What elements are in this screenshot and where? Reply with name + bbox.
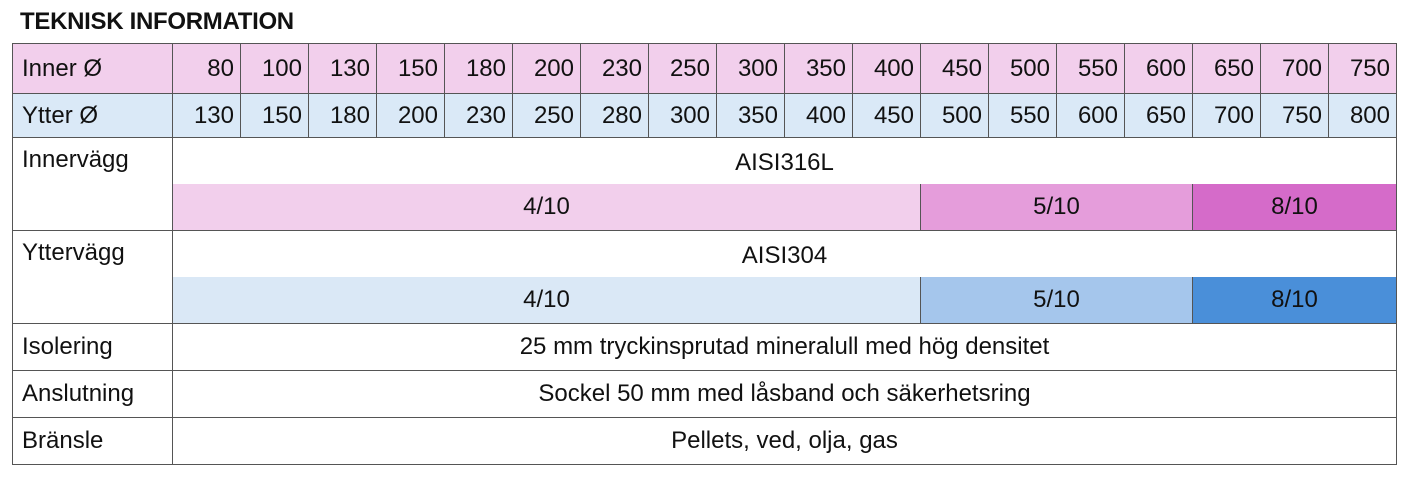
diameter-cell: 180 — [308, 93, 377, 138]
title: TEKNISK INFORMATION — [20, 8, 294, 35]
spec-row: Anslutning Sockel 50 mm med låsband och s… — [12, 370, 1397, 418]
diameter-cell: 150 — [376, 43, 445, 94]
diameter-cell: 750 — [1260, 93, 1329, 138]
diameter-cell: 500 — [988, 43, 1057, 94]
diameter-cell: 200 — [512, 43, 581, 94]
spec-table: Inner Ø 80 100 130 150 180 200 230 250 300 350 400 4… — [12, 43, 1397, 465]
diameter-cell: 280 — [580, 93, 649, 138]
thickness-cell: 5/10 — [920, 183, 1193, 231]
spec-value: Sockel 50 mm med låsband och säkerhetsri… — [172, 370, 1397, 418]
diameter-cell: 200 — [376, 93, 445, 138]
diameter-cell: 600 — [1124, 43, 1193, 94]
spec-row: Bränsle Pellets, ved, olja, gas — [12, 417, 1397, 465]
diameter-cell: 800 — [1328, 93, 1397, 138]
diameter-cell: 130 — [172, 93, 241, 138]
material-cell: AISI304 — [172, 230, 1397, 277]
diameter-cell: 450 — [920, 43, 989, 94]
diameter-cell: 700 — [1192, 93, 1261, 138]
diameter-cell: 650 — [1124, 93, 1193, 138]
row-label: Ytter Ø — [12, 93, 173, 138]
row-label: Anslutning — [12, 370, 173, 418]
thickness-cell: 4/10 — [172, 276, 921, 324]
thickness-cell: 5/10 — [920, 276, 1193, 324]
material-row: Yttervägg AISI304 — [12, 230, 1397, 324]
diameter-cell: 350 — [716, 93, 785, 138]
row-label: Innervägg — [12, 137, 173, 231]
diameter-cell: 250 — [512, 93, 581, 138]
row-label: Yttervägg — [12, 230, 173, 324]
thickness-cell: 8/10 — [1192, 183, 1397, 231]
thickness-row: 4/10 5/10 8/10 — [13, 276, 1397, 324]
spec-value: 25 mm tryckinsprutad mineralull med hög … — [172, 323, 1397, 371]
diameter-cell: 450 — [852, 93, 921, 138]
diameter-row: Inner Ø 80 100 130 150 180 200 230 250 300 350 400 4… — [12, 43, 1397, 94]
diameter-cell: 150 — [240, 93, 309, 138]
diameter-cell: 350 — [784, 43, 853, 94]
diameter-cell: 400 — [852, 43, 921, 94]
diameter-cell: 500 — [920, 93, 989, 138]
diameter-cell: 550 — [1056, 43, 1125, 94]
diameter-row: Ytter Ø 130 150 180 200 230 250 280 300 350 400 450… — [12, 93, 1397, 138]
row-label: Bränsle — [12, 417, 173, 465]
row-label: Isolering — [12, 323, 173, 371]
diameter-cell: 650 — [1192, 43, 1261, 94]
diameter-cell: 300 — [716, 43, 785, 94]
spec-value: Pellets, ved, olja, gas — [172, 417, 1397, 465]
thickness-row: 4/10 5/10 8/10 — [13, 183, 1397, 231]
diameter-cell: 230 — [444, 93, 513, 138]
thickness-cell: 4/10 — [172, 183, 921, 231]
diameter-cell: 80 — [172, 43, 241, 94]
diameter-cell: 400 — [784, 93, 853, 138]
diameter-cell: 250 — [648, 43, 717, 94]
diameter-cell: 700 — [1260, 43, 1329, 94]
spec-row: Isolering 25 mm tryckinsprutad mineralull… — [12, 323, 1397, 371]
material-row: Innervägg AISI316L — [12, 137, 1397, 231]
diameter-cell: 300 — [648, 93, 717, 138]
diameter-cell: 550 — [988, 93, 1057, 138]
diameter-cell: 180 — [444, 43, 513, 94]
diameter-cell: 600 — [1056, 93, 1125, 138]
material-cell: AISI316L — [172, 137, 1397, 184]
diameter-cell: 230 — [580, 43, 649, 94]
diameter-cell: 750 — [1328, 43, 1397, 94]
row-label: Inner Ø — [12, 43, 173, 94]
thickness-cell: 8/10 — [1192, 276, 1397, 324]
diameter-cell: 130 — [308, 43, 377, 94]
diameter-cell: 100 — [240, 43, 309, 94]
